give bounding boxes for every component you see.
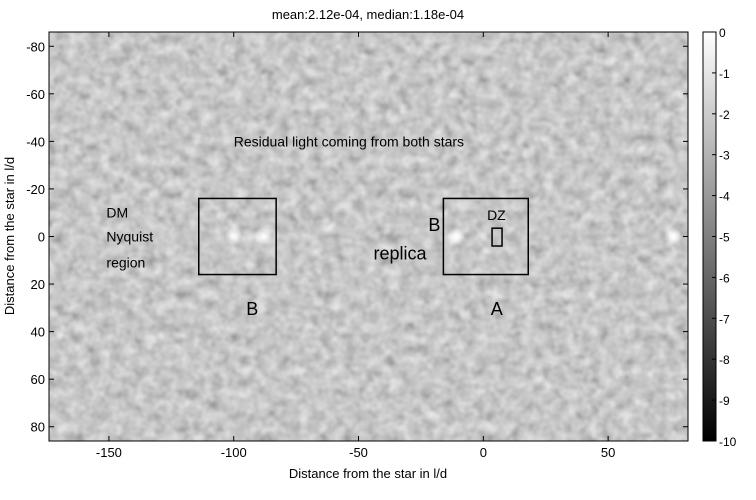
- y-tick-label: -20: [26, 182, 45, 197]
- chart-title: mean:2.12e-04, median:1.18e-04: [272, 7, 464, 22]
- heatmap-noise: [49, 32, 688, 441]
- y-axis-label: Distance from the star in l/d: [2, 157, 17, 315]
- x-tick-label: -100: [221, 445, 247, 460]
- colorbar-tick-label: -9: [719, 394, 730, 408]
- annotation: Residual light coming from both stars: [234, 133, 464, 149]
- annotation: replica: [373, 243, 427, 263]
- colorbar-tick-label: -7: [719, 312, 730, 326]
- annotation: B: [246, 299, 258, 319]
- region-box-b: [198, 197, 277, 276]
- x-tick-label: -150: [96, 445, 122, 460]
- colorbar-tick-label: -8: [719, 353, 730, 367]
- bright-spot: [477, 230, 490, 243]
- y-tick-label: -60: [26, 87, 45, 102]
- y-tick-label: 20: [31, 277, 45, 292]
- plot-area: [49, 32, 688, 441]
- y-tick-label: -40: [26, 134, 45, 149]
- y-tick-label: 80: [31, 420, 45, 435]
- colorbar-tick-label: -6: [719, 271, 730, 285]
- colorbar-tick-label: -3: [719, 149, 730, 163]
- bright-spot: [664, 227, 683, 246]
- colorbar-tick-label: -10: [719, 435, 737, 449]
- y-tick-label: 0: [38, 230, 45, 245]
- annotation: Nyquist: [106, 229, 153, 245]
- bright-spot: [254, 227, 273, 246]
- annotation: DZ: [487, 207, 506, 223]
- y-tick-label: 40: [31, 325, 45, 340]
- x-tick-label: -50: [349, 445, 368, 460]
- x-tick-label: 0: [480, 445, 487, 460]
- colorbar-tick-label: -2: [719, 108, 730, 122]
- annotation: DM: [106, 205, 128, 221]
- annotation: B: [428, 215, 440, 235]
- annotation: A: [491, 299, 503, 319]
- x-axis-label: Distance from the star in l/d: [289, 466, 447, 481]
- bright-spot: [224, 227, 243, 246]
- annotation: region: [106, 255, 145, 271]
- bright-spot: [446, 227, 465, 246]
- colorbar-tick-label: 0: [719, 26, 726, 40]
- y-tick-label: 60: [31, 372, 45, 387]
- y-tick-label: -80: [26, 39, 45, 54]
- colorbar-tick-label: -5: [719, 231, 730, 245]
- colorbar-tick-label: -1: [719, 67, 730, 81]
- x-tick-label: 50: [601, 445, 615, 460]
- region-box-a: [442, 197, 529, 276]
- region-box-dz: [491, 227, 503, 247]
- colorbar-tick-label: -4: [719, 190, 730, 204]
